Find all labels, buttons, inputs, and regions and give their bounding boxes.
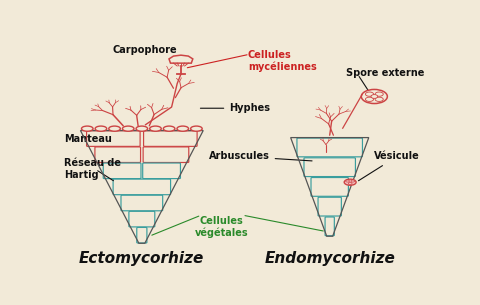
Text: Cellules
végétales: Cellules végétales — [195, 216, 249, 239]
Text: Carpophore: Carpophore — [112, 45, 177, 58]
Polygon shape — [169, 55, 193, 63]
Ellipse shape — [365, 97, 373, 102]
Ellipse shape — [348, 182, 352, 185]
Text: Ectomycorhize: Ectomycorhize — [79, 251, 204, 266]
Ellipse shape — [163, 126, 175, 131]
FancyBboxPatch shape — [103, 163, 141, 179]
Ellipse shape — [122, 126, 134, 131]
FancyBboxPatch shape — [318, 197, 341, 216]
FancyBboxPatch shape — [86, 131, 140, 146]
Ellipse shape — [177, 126, 189, 131]
FancyBboxPatch shape — [95, 147, 141, 163]
FancyBboxPatch shape — [121, 195, 163, 211]
Text: Vésicule: Vésicule — [359, 151, 420, 181]
FancyBboxPatch shape — [129, 211, 155, 227]
Text: Réseau de
Hartig: Réseau de Hartig — [64, 159, 121, 180]
Text: Arbuscules: Arbuscules — [209, 151, 312, 161]
FancyBboxPatch shape — [304, 158, 355, 177]
Ellipse shape — [82, 126, 93, 131]
Ellipse shape — [371, 95, 378, 99]
Text: Manteau: Manteau — [64, 134, 111, 144]
FancyBboxPatch shape — [143, 147, 189, 163]
Ellipse shape — [109, 126, 120, 131]
FancyBboxPatch shape — [143, 163, 180, 179]
Ellipse shape — [136, 126, 148, 131]
Ellipse shape — [150, 126, 161, 131]
FancyBboxPatch shape — [311, 178, 348, 196]
FancyBboxPatch shape — [144, 131, 197, 146]
Ellipse shape — [375, 97, 383, 102]
Text: Cellules
mycéliennes: Cellules mycéliennes — [248, 49, 317, 72]
Ellipse shape — [95, 126, 107, 131]
Ellipse shape — [346, 180, 349, 182]
Ellipse shape — [365, 92, 373, 96]
Text: Hyphes: Hyphes — [201, 103, 270, 113]
FancyBboxPatch shape — [297, 138, 362, 157]
Ellipse shape — [361, 89, 387, 103]
FancyBboxPatch shape — [113, 179, 170, 195]
Text: Spore externe: Spore externe — [347, 68, 425, 78]
FancyBboxPatch shape — [137, 228, 147, 243]
Ellipse shape — [375, 92, 383, 96]
Ellipse shape — [191, 126, 202, 131]
Text: Endomycorhize: Endomycorhize — [264, 251, 395, 266]
FancyBboxPatch shape — [325, 217, 335, 236]
Ellipse shape — [344, 179, 356, 185]
Ellipse shape — [351, 180, 355, 182]
